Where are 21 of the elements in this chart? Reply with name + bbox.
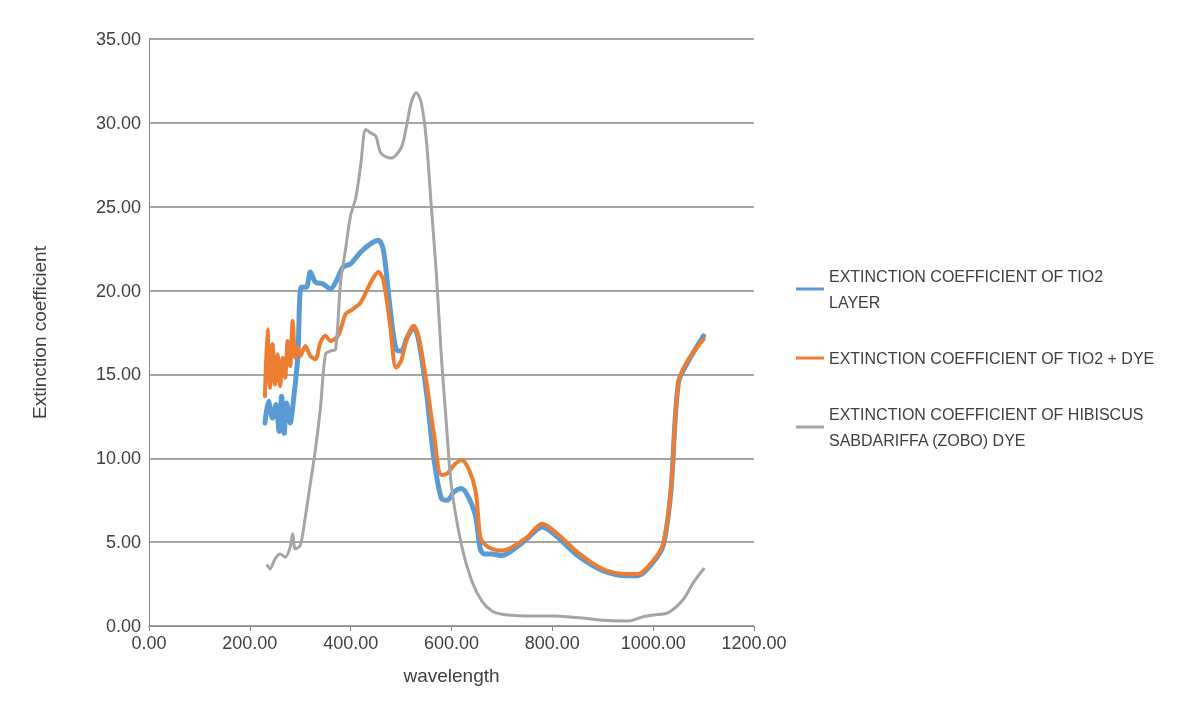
x-axis-title: wavelength — [402, 665, 500, 686]
x-tick-label: 800.00 — [524, 633, 580, 653]
y-tick-label: 30.00 — [95, 112, 141, 133]
legend-label: EXTINCTION COEFFICIENT OF HIBISCUS SABDARIFFA (ZOBO) DYE — [829, 405, 1148, 449]
y-tick-label: 20.00 — [95, 280, 141, 301]
x-tick-label: 1200.00 — [721, 633, 787, 653]
y-tick-label: 5.00 — [105, 532, 141, 553]
legend-label: EXTINCTION COEFFICIENT OF TIO2 LAYER — [829, 267, 1108, 311]
line-series — [265, 91, 706, 623]
y-axis-title: Extinction coefficient — [29, 245, 50, 419]
x-tick-label: 600.00 — [423, 633, 480, 653]
y-tick-label: 10.00 — [95, 448, 141, 469]
legend-label: EXTINCTION COEFFICIENT OF TIO2 + DYE — [829, 349, 1155, 367]
y-tick-label: 25.00 — [95, 196, 141, 217]
x-tick-label: 400.00 — [323, 633, 379, 653]
y-tick-label: 35.00 — [95, 29, 141, 49]
y-tick-label: 0.00 — [105, 616, 141, 636]
x-tick-label: 0.00 — [131, 633, 167, 653]
x-tick-label: 1000.00 — [620, 633, 686, 653]
y-tick-label: 15.00 — [95, 364, 141, 385]
x-tick-label: 200.00 — [222, 633, 278, 653]
